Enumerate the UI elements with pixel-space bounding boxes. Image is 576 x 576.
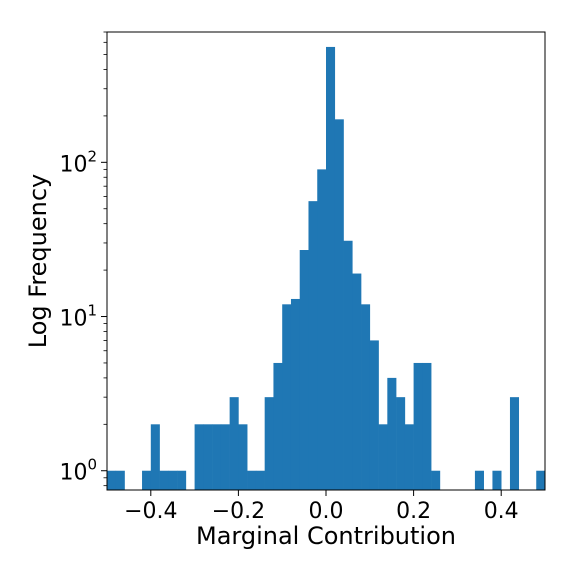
histogram-bar (203, 424, 213, 490)
histogram-bar (431, 470, 441, 490)
histogram-bar (229, 397, 239, 490)
histogram-bar (361, 304, 371, 490)
histogram-bar (352, 273, 362, 490)
histogram-bar (290, 298, 301, 490)
histogram-bar (422, 362, 432, 490)
histogram-bar (247, 470, 257, 490)
histogram-bar (264, 397, 274, 490)
histogram-bar (413, 362, 423, 490)
histogram-bar (115, 470, 125, 490)
y-tick-label-exponent: 1 (87, 302, 97, 320)
histogram-bar (107, 470, 117, 490)
histogram-bar (404, 424, 414, 490)
y-tick-label-exponent: 2 (87, 147, 97, 165)
x-tick-label: −0.2 (212, 499, 265, 524)
histogram-bar (212, 424, 222, 490)
histogram-bar (142, 470, 152, 490)
bars-group (107, 46, 546, 490)
x-axis-ticks: −0.4 −0.2 0.0 0.2 0.4 (124, 490, 519, 524)
y-tick-label: 102 (59, 147, 97, 177)
histogram-bar (273, 362, 283, 490)
histogram-bar (334, 119, 344, 490)
histogram-bar (492, 470, 502, 490)
y-axis-label: Log Frequency (24, 174, 52, 348)
histogram-bar (396, 397, 406, 490)
histogram-bar (509, 397, 520, 490)
histogram-bar (317, 169, 327, 490)
histogram-bar (387, 377, 397, 490)
y-tick-label-base: 10 (59, 461, 87, 486)
x-tick-label: −0.4 (124, 499, 177, 524)
histogram-bar (168, 470, 178, 490)
histogram-bar (299, 250, 309, 490)
histogram-bar (474, 470, 484, 490)
histogram-bar (343, 240, 353, 490)
x-tick-label: 0.2 (396, 499, 431, 524)
histogram-bar (238, 424, 248, 490)
histogram-bar (378, 424, 388, 490)
histogram-bar (369, 340, 379, 490)
histogram-bar (159, 470, 169, 490)
y-tick-label: 101 (59, 302, 97, 332)
histogram-bar (220, 424, 230, 490)
histogram-bar (282, 304, 292, 490)
histogram-bar (177, 470, 187, 490)
y-tick-label: 100 (59, 456, 97, 486)
x-tick-label: 0.4 (484, 499, 519, 524)
histogram-bar (150, 424, 160, 490)
x-axis-label: Marginal Contribution (196, 522, 456, 550)
histogram-bar (255, 470, 265, 490)
y-tick-label-base: 10 (59, 307, 87, 332)
histogram-bar (194, 424, 204, 490)
x-tick-label: 0.0 (309, 499, 344, 524)
histogram-bar (326, 46, 336, 490)
y-tick-label-base: 10 (59, 152, 87, 177)
histogram-bar (536, 470, 546, 490)
histogram-bar (308, 201, 318, 490)
y-tick-label-exponent: 0 (87, 456, 97, 474)
